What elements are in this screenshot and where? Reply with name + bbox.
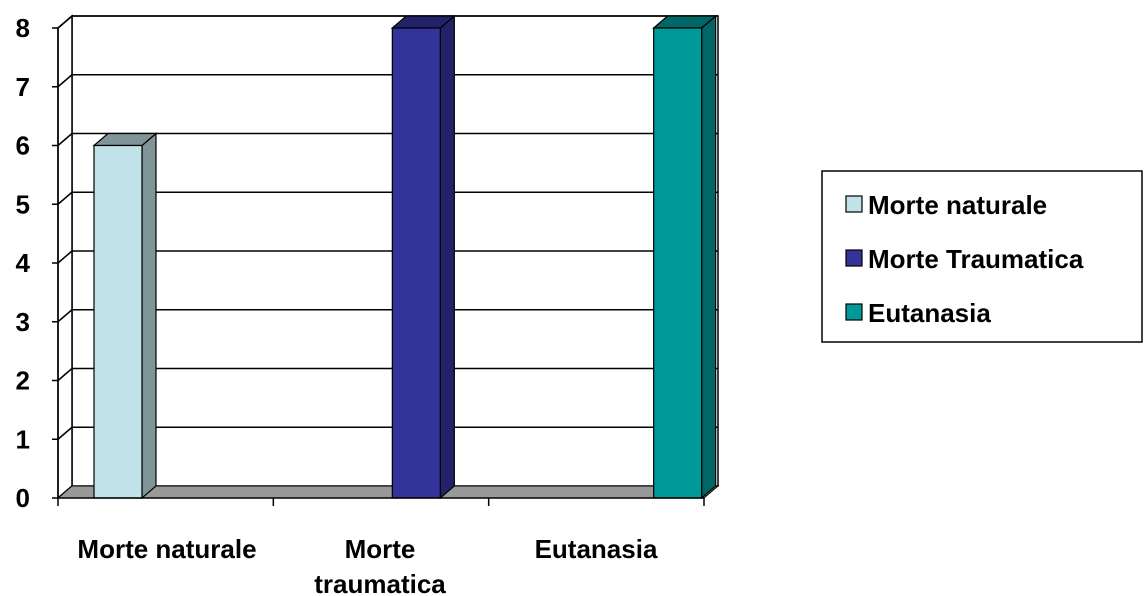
- bar-side: [439, 14, 455, 500]
- x-tick-label-line: traumatica: [314, 569, 446, 596]
- legend-swatch: [845, 303, 863, 321]
- y-tick-label: 5: [16, 189, 30, 219]
- bar-morte-naturale: [92, 132, 158, 500]
- legend-swatch: [845, 249, 863, 267]
- y-tick-label: 1: [16, 424, 30, 454]
- chart-floor: [56, 485, 720, 499]
- gridline-depth: [57, 191, 73, 205]
- bar-side: [701, 14, 717, 500]
- x-tick-label-line: Eutanasia: [535, 534, 658, 564]
- bars: [92, 14, 718, 500]
- gridline-depth: [57, 367, 73, 382]
- bar-front: [653, 27, 703, 499]
- bar-side: [141, 132, 157, 500]
- x-axis: Morte naturale Morte traumatica Eutanasia: [57, 497, 705, 596]
- legend: Morte naturale Morte Traumatica Eutanasia: [821, 170, 1143, 343]
- y-tick-label: 4: [16, 248, 31, 278]
- bar-front: [93, 144, 143, 499]
- x-tick-label-line: Morte naturale: [77, 534, 256, 564]
- y-tick-label: 7: [16, 72, 30, 102]
- gridlines: [57, 14, 719, 500]
- gridline-depth: [57, 132, 73, 147]
- x-tick-label: Morte naturale: [77, 534, 256, 564]
- x-tick-label: Eutanasia: [535, 534, 658, 564]
- x-tick-label: Morte traumatica: [314, 534, 446, 596]
- gridline-depth: [57, 426, 73, 440]
- legend-label: Morte Traumatica: [868, 244, 1084, 274]
- y-axis: 0 1 2 3 4 5 6 7 8: [16, 13, 59, 513]
- floor: [56, 485, 720, 499]
- gridline-depth: [57, 74, 73, 88]
- y-tick-label: 8: [16, 13, 30, 43]
- legend-swatch: [845, 195, 863, 213]
- legend-label: Morte naturale: [868, 190, 1047, 220]
- bar-morte-traumatica: [390, 14, 456, 500]
- y-tick-label: 0: [16, 483, 30, 513]
- gridline-depth: [57, 15, 73, 29]
- gridline-depth: [57, 250, 73, 264]
- legend-label: Eutanasia: [868, 298, 991, 328]
- y-tick-label: 6: [16, 131, 30, 161]
- x-tick-label-line: Morte: [345, 534, 416, 564]
- bar-front: [391, 27, 441, 499]
- gridline-depth: [57, 309, 73, 323]
- y-tick-label: 3: [16, 307, 30, 337]
- bar-eutanasia: [652, 14, 718, 500]
- legend-box: [821, 170, 1143, 343]
- y-tick-label: 2: [16, 366, 30, 396]
